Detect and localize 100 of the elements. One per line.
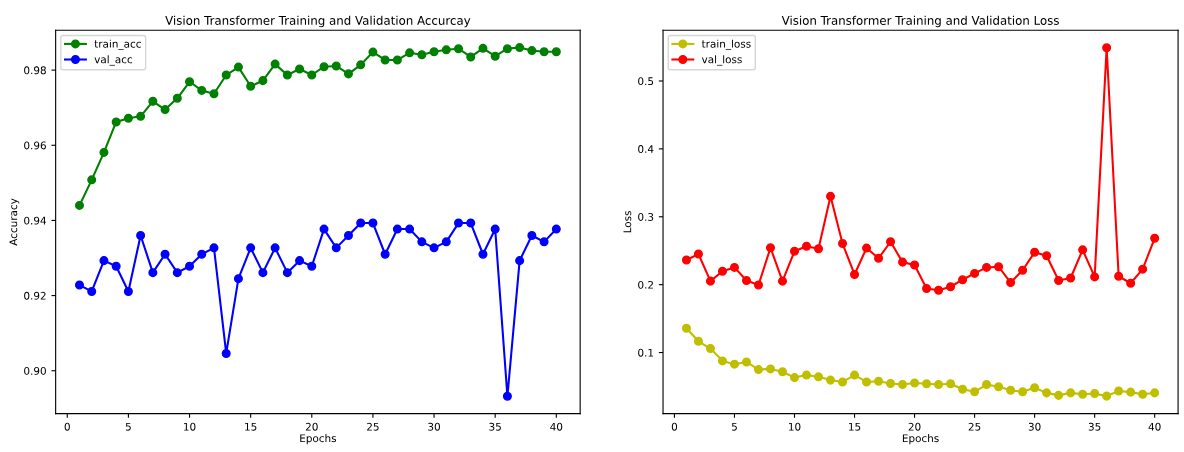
point (789, 246, 800, 256)
point (380, 55, 390, 65)
point (282, 268, 292, 278)
point (136, 230, 146, 240)
point (209, 89, 219, 99)
point (910, 378, 920, 388)
point (490, 51, 500, 61)
point (405, 224, 415, 234)
point (185, 77, 195, 87)
point (729, 359, 739, 369)
point (982, 380, 992, 390)
point (539, 237, 549, 247)
point (922, 379, 932, 389)
point (982, 262, 992, 272)
x-tick-label: 15 (245, 422, 257, 431)
point (717, 266, 727, 276)
point (801, 370, 812, 380)
point (551, 47, 561, 57)
point (705, 276, 715, 286)
point (862, 243, 872, 253)
x-tick-label: 40 (1148, 422, 1161, 431)
point (1054, 390, 1064, 400)
point (898, 257, 908, 267)
point (898, 380, 908, 390)
point (380, 249, 390, 259)
point (99, 256, 109, 266)
point (429, 47, 439, 57)
point (502, 44, 512, 54)
point (1102, 43, 1112, 53)
point (417, 237, 427, 247)
point (539, 47, 549, 57)
x-tick-label: 15 (849, 422, 861, 431)
point (765, 243, 776, 253)
chart-title: Vision Transformer Training and Validation Loss (781, 15, 1059, 28)
point (392, 224, 402, 234)
point (717, 356, 727, 366)
point (111, 261, 121, 271)
point (551, 224, 561, 234)
point (307, 70, 317, 80)
point (258, 268, 268, 278)
point (1126, 387, 1136, 397)
point (368, 218, 378, 228)
point (705, 344, 715, 354)
point (958, 275, 968, 285)
y-axis-title: Loss (623, 211, 632, 233)
x-tick-label: 30 (1028, 422, 1041, 431)
point (946, 282, 956, 292)
point (221, 70, 231, 80)
point (1102, 391, 1112, 401)
x-tick-label: 25 (968, 422, 981, 431)
point (777, 367, 788, 377)
point (478, 249, 488, 259)
point (850, 269, 860, 279)
point (295, 64, 305, 74)
point (886, 237, 896, 247)
point (1066, 388, 1076, 398)
point (356, 218, 366, 228)
point (946, 379, 956, 389)
point (527, 46, 537, 56)
point (1078, 389, 1088, 399)
legend-label: val_loss (701, 55, 742, 66)
x-axis-title: Epochs (902, 434, 939, 445)
point (441, 237, 451, 247)
point (1018, 387, 1028, 397)
point (1138, 264, 1148, 274)
point (934, 380, 944, 390)
legend-label: val_acc (94, 55, 133, 66)
point (527, 230, 537, 240)
point (922, 284, 932, 294)
point (1138, 389, 1148, 399)
point (197, 85, 207, 95)
point (874, 253, 884, 263)
point (233, 274, 243, 284)
point (1114, 271, 1124, 281)
point (1030, 247, 1040, 257)
x-tick-label: 0 (671, 422, 678, 431)
x-tick-label: 5 (731, 422, 737, 431)
y-tick-label: 0.90 (24, 366, 46, 375)
point (1042, 388, 1052, 398)
y-tick-label: 0.92 (24, 291, 46, 300)
point (1006, 385, 1016, 395)
point (160, 105, 170, 115)
point (862, 377, 872, 387)
point (1018, 265, 1028, 275)
point (172, 93, 182, 103)
y-tick-label: 0.96 (24, 141, 46, 150)
point (172, 268, 182, 278)
point (185, 261, 195, 271)
point (813, 244, 824, 254)
point (136, 111, 146, 121)
point (429, 243, 439, 253)
point (221, 348, 231, 358)
x-tick-label: 0 (64, 422, 70, 431)
point (1150, 233, 1160, 243)
point (270, 243, 280, 253)
point (934, 285, 944, 295)
point (307, 261, 317, 271)
point (970, 387, 980, 397)
point (850, 370, 860, 380)
point (74, 280, 85, 290)
